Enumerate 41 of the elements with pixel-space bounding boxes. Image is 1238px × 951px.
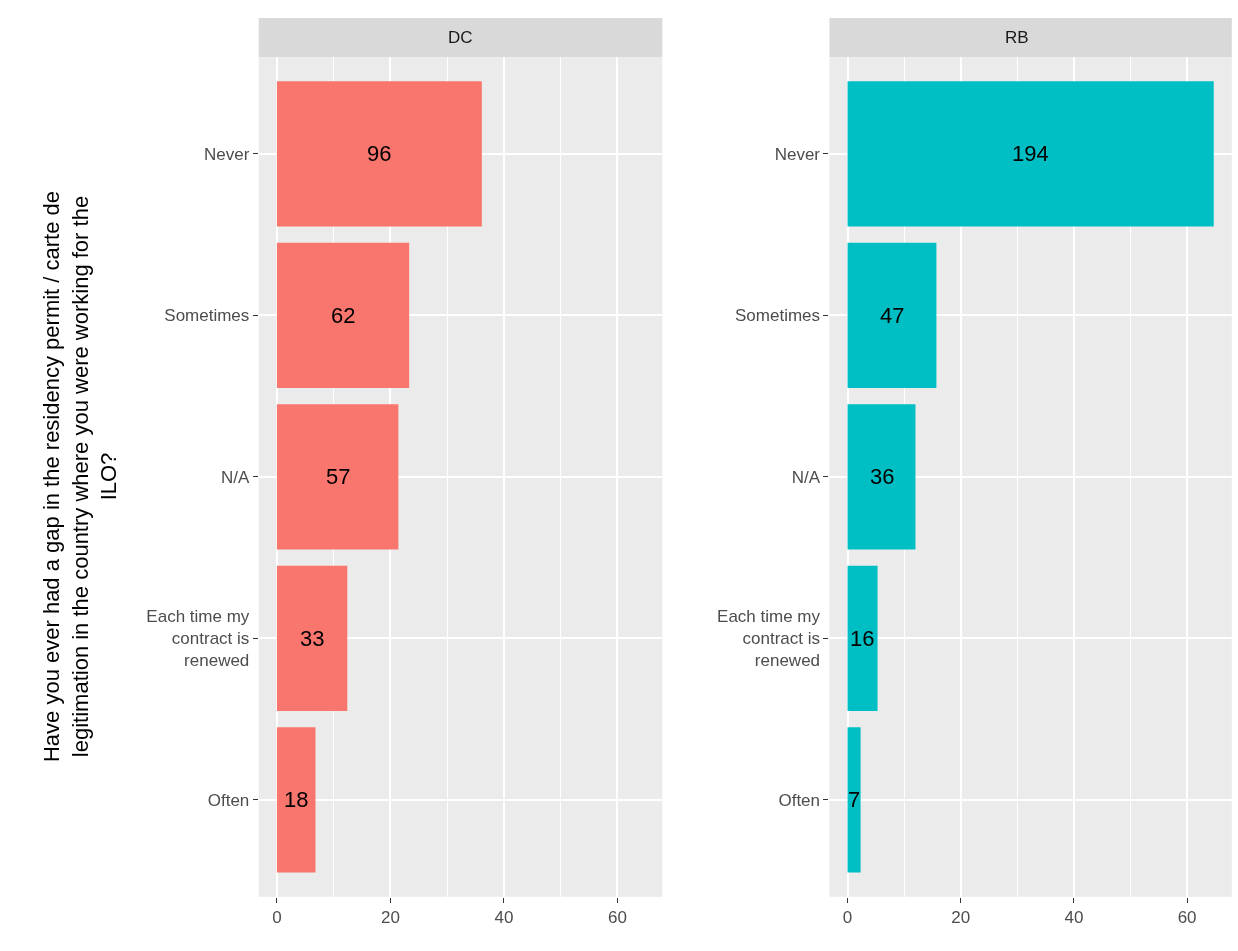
x-tick-label: 20: [380, 908, 400, 928]
chart-title: DC: [448, 28, 473, 47]
x-tick-label: 0: [272, 908, 282, 928]
x-tick-label: 60: [608, 908, 627, 928]
annotation: 18: [284, 787, 309, 812]
annotation: 47: [880, 303, 905, 328]
y-tick-label: Sometimes: [735, 306, 821, 326]
annotation: 16: [850, 626, 875, 651]
y-tick-label: Each time my contract is renewed: [717, 607, 821, 671]
annotation: 33: [300, 626, 325, 651]
annotation: 194: [1012, 141, 1049, 166]
annotation: 62: [331, 303, 356, 328]
annotation: 96: [367, 141, 392, 166]
chart-title: RB: [1005, 28, 1029, 47]
annotation: 36: [870, 464, 895, 489]
bar: [847, 565, 878, 712]
y-tick-label: Never: [203, 144, 250, 164]
bar: [276, 81, 482, 227]
x-tick-label: 0: [842, 908, 853, 928]
bar: [847, 81, 1214, 227]
y-tick-label: N/A: [221, 467, 250, 487]
x-tick-label: 40: [494, 908, 514, 928]
annotation: 57: [326, 464, 351, 489]
bar: [276, 565, 348, 712]
y-tick-label: Often: [207, 790, 250, 810]
x-tick-label: 40: [1064, 908, 1084, 928]
y-tick-label: Sometimes: [164, 306, 250, 326]
bar: [847, 242, 937, 389]
annotation: 7: [848, 787, 861, 812]
x-tick-label: 20: [951, 908, 971, 928]
bar: [847, 404, 916, 550]
y-tick-label: Never: [774, 144, 821, 164]
y-tick-label: Often: [778, 790, 821, 810]
y-tick-label: Each time my contract is renewed: [146, 607, 250, 671]
bar: [276, 242, 410, 389]
x-tick-label: 60: [1177, 908, 1197, 928]
bar: [276, 727, 316, 873]
y-tick-label: N/A: [791, 467, 821, 487]
bar: [276, 404, 399, 550]
bar: [847, 727, 861, 873]
y-axis-title: Have you ever had a gap in the residency permit / carte de legitimation in the country where you were working for the ILO?: [39, 190, 122, 763]
